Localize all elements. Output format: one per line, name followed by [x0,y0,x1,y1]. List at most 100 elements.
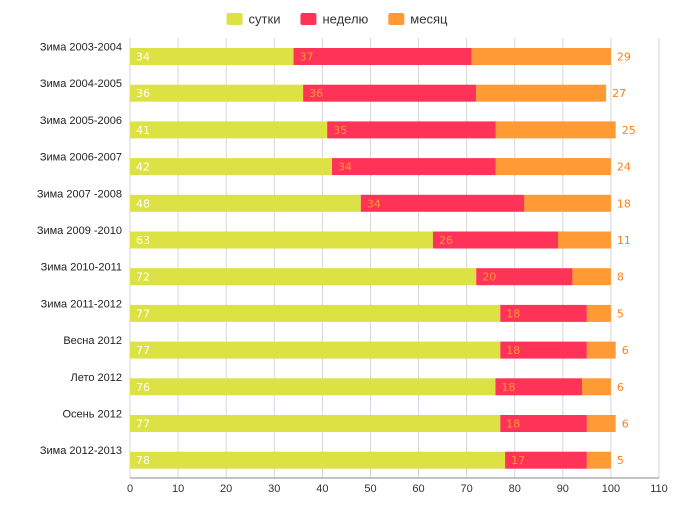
bar-segment-неделю [360,194,525,212]
bar-segment-неделю [500,415,587,432]
x-tick-label: 10 [172,483,184,495]
data-label: 29 [617,51,631,64]
x-tick-label: 20 [220,483,232,495]
bar-segment-месяц [572,268,611,286]
data-label: 36 [309,87,323,100]
x-tick-label: 90 [557,483,569,495]
legend-item-месяц[interactable]: месяц [388,12,448,27]
data-label: 24 [617,161,631,174]
data-label: 77 [136,344,150,357]
category-label: Весна 2012 [63,335,122,347]
legend-swatch [226,13,243,25]
data-label: 77 [136,418,150,431]
data-label: 6 [622,344,629,357]
legend-item-неделю[interactable]: неделю [300,12,369,27]
data-label: 17 [511,454,525,467]
data-label: 6 [622,418,629,431]
bar-segment-месяц [558,231,611,249]
bar-segment-сутки [130,268,477,286]
data-label: 42 [136,161,150,174]
bar-segment-месяц [586,451,611,469]
data-label: 76 [136,381,150,394]
bar-segment-неделю [505,451,587,469]
category-label: Зима 2009 -2010 [37,225,122,237]
x-tick-label: 70 [461,483,473,495]
data-label: 26 [439,234,453,247]
data-label: 18 [617,197,631,210]
category-label: Зима 2010-2011 [41,262,122,274]
bar-segment-сутки [130,158,332,176]
data-label: 11 [617,234,631,247]
category-label: Зима 2003-2004 [40,42,122,54]
x-tick-label: 30 [268,483,280,495]
x-tick-label: 40 [316,483,328,495]
legend-item-сутки[interactable]: сутки [226,12,281,27]
data-label: 35 [333,124,347,137]
x-tick-label: 100 [602,483,620,495]
legend-label: месяц [410,12,448,27]
x-tick-label: 80 [509,483,521,495]
bar-segment-месяц [524,194,611,212]
category-label: Лето 2012 [70,372,122,384]
x-tick-label: 60 [412,483,424,495]
bar-segment-неделю [303,84,477,102]
bar-segment-сутки [130,378,496,396]
bar-segment-месяц [495,158,611,176]
bar-segment-неделю [500,304,587,322]
category-label: Зима 2011-2012 [41,298,122,310]
data-label: 48 [136,197,150,210]
bar-segment-месяц [495,121,616,139]
bar-segment-сутки [130,84,304,102]
bar-segment-месяц [471,48,611,65]
bar-segment-сутки [130,341,501,359]
bar-segment-месяц [586,341,616,359]
legend-swatch [388,13,405,25]
grid-lines [129,38,660,478]
data-label: 27 [612,87,626,100]
category-label: Зима 2007 -2008 [37,188,122,200]
category-label: Зима 2012-2013 [40,445,122,457]
legend-swatch [300,13,317,25]
bar-segment-сутки [130,194,361,212]
data-label: 18 [501,381,515,394]
bar-segment-месяц [586,304,611,322]
bar-segment-неделю [476,268,573,286]
legend: сутки неделю месяц [226,12,448,27]
bar-segment-неделю [495,378,583,396]
data-label: 5 [617,454,624,467]
bar-segment-неделю [331,158,496,176]
category-label: Осень 2012 [62,409,122,421]
data-label: 8 [617,271,624,284]
bar-segment-неделю [293,48,472,65]
data-label: 5 [617,307,624,320]
legend-label: неделю [322,12,368,27]
data-label: 41 [136,124,150,137]
data-label: 37 [300,51,314,64]
category-label: Зима 2005-2006 [40,115,122,127]
bar-segment-месяц [476,84,607,102]
data-label: 18 [506,344,520,357]
bar-segment-месяц [586,415,616,432]
data-label: 34 [367,197,381,210]
bar-segment-сутки [130,415,501,432]
data-label: 36 [136,87,150,100]
category-label: Зима 2004-2005 [40,78,122,90]
data-label: 18 [506,418,520,431]
data-label: 72 [136,271,150,284]
data-label: 20 [482,271,496,284]
bar-segment-сутки [130,304,501,322]
data-label: 18 [506,307,520,320]
data-label: 34 [338,161,352,174]
x-tick-label: 50 [364,483,376,495]
axes: 0 10 20 30 40 50 60 70 80 90 100 110 Зима 2003-2004 З… [37,42,668,496]
data-label: 25 [622,124,636,137]
bar-segment-неделю [500,341,587,359]
bar-segment-сутки [130,48,294,65]
bar-segment-сутки [130,231,433,249]
data-label: 77 [136,307,150,320]
bar-segment-неделю [327,121,496,139]
bars: 34 37 29 36 36 27 41 35 25 42 34 24 48 34 18 63 26 11 72 20… [130,48,636,469]
data-label: 78 [136,454,150,467]
